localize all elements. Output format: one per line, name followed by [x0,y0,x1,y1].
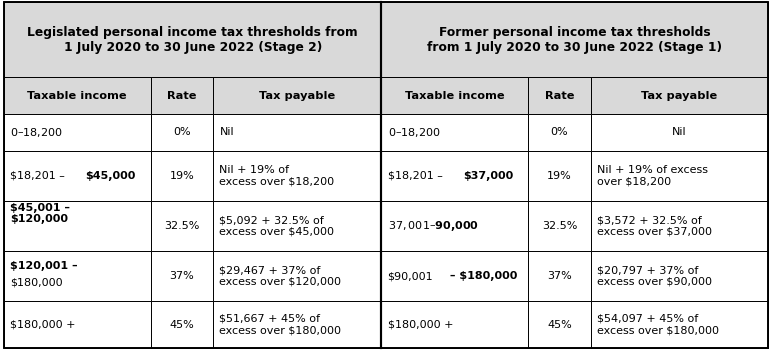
Bar [151,201,213,251]
Bar [381,201,528,251]
Text: 0%: 0% [550,127,568,138]
Bar [528,201,591,251]
Bar [213,114,381,151]
Bar [213,301,381,348]
Text: $18,201 –: $18,201 – [10,171,69,181]
Bar [4,251,151,301]
Text: Tax payable: Tax payable [259,91,336,101]
Text: $90,001: $90,001 [388,271,433,281]
Text: Legislated personal income tax thresholds from
1 July 2020 to 30 June 2022 (Stag: Legislated personal income tax threshold… [27,26,358,54]
Bar [4,151,151,201]
Text: $0 – $18,200: $0 – $18,200 [10,126,63,139]
Text: $51,667 + 45% of
excess over $180,000: $51,667 + 45% of excess over $180,000 [219,314,341,336]
Bar [381,251,528,301]
Text: $20,797 + 37% of
excess over $90,000: $20,797 + 37% of excess over $90,000 [597,265,712,287]
Bar [591,151,768,201]
Text: $45,001 –
$120,000: $45,001 – $120,000 [10,203,70,224]
Text: Nil + 19% of
excess over $18,200: Nil + 19% of excess over $18,200 [219,165,334,187]
Bar [591,77,768,114]
Text: 19%: 19% [547,171,572,181]
Text: $180,000 +: $180,000 + [10,320,76,330]
Text: $120,001 –: $120,001 – [10,261,78,271]
Bar [528,151,591,201]
Bar [151,301,213,348]
Text: 19%: 19% [170,171,195,181]
Bar [381,77,528,114]
Bar [528,114,591,151]
Bar [213,151,381,201]
Text: $0 – $18,200: $0 – $18,200 [388,126,440,139]
Text: 45%: 45% [170,320,195,330]
Bar [381,114,528,151]
Bar [4,2,381,77]
Bar [151,151,213,201]
Text: 37%: 37% [170,271,195,281]
Bar [213,251,381,301]
Text: 0%: 0% [173,127,191,138]
Bar [591,201,768,251]
Bar [4,301,151,348]
Text: $37,001 – $90,000: $37,001 – $90,000 [388,219,479,233]
Bar [4,114,151,151]
Bar [591,251,768,301]
Text: Rate: Rate [545,91,574,101]
Text: Taxable income: Taxable income [405,91,505,101]
Bar [213,77,381,114]
Text: Nil + 19% of excess
over $18,200: Nil + 19% of excess over $18,200 [597,165,708,187]
Bar [4,77,151,114]
Bar [381,151,528,201]
Text: Tax payable: Tax payable [642,91,718,101]
Text: $5,092 + 32.5% of
excess over $45,000: $5,092 + 32.5% of excess over $45,000 [219,215,334,237]
Bar [4,201,151,251]
Text: $54,097 + 45% of
excess over $180,000: $54,097 + 45% of excess over $180,000 [597,314,719,336]
Bar [213,201,381,251]
Bar [528,77,591,114]
Text: $45,000: $45,000 [86,171,136,181]
Text: $3,572 + 32.5% of
excess over $37,000: $3,572 + 32.5% of excess over $37,000 [597,215,712,237]
Text: Former personal income tax thresholds
from 1 July 2020 to 30 June 2022 (Stage 1): Former personal income tax thresholds fr… [427,26,723,54]
Bar [151,114,213,151]
Text: 45%: 45% [547,320,572,330]
Text: Taxable income: Taxable income [28,91,127,101]
Text: $18,201 –: $18,201 – [388,171,446,181]
Text: – $180,000: – $180,000 [446,271,518,281]
Text: Rate: Rate [168,91,197,101]
Text: Nil: Nil [672,127,687,138]
Bar [381,301,528,348]
Bar [528,301,591,348]
Text: 32.5%: 32.5% [164,221,200,231]
Bar [591,301,768,348]
Text: 37%: 37% [547,271,572,281]
Bar [528,251,591,301]
Text: $180,000: $180,000 [10,277,63,287]
Text: 32.5%: 32.5% [542,221,577,231]
Text: $29,467 + 37% of
excess over $120,000: $29,467 + 37% of excess over $120,000 [219,265,341,287]
Text: Nil: Nil [219,127,234,138]
Text: $37,000: $37,000 [463,171,513,181]
Bar [151,77,213,114]
Bar [591,114,768,151]
Text: $180,000 +: $180,000 + [388,320,453,330]
Bar [151,251,213,301]
Bar [381,2,768,77]
